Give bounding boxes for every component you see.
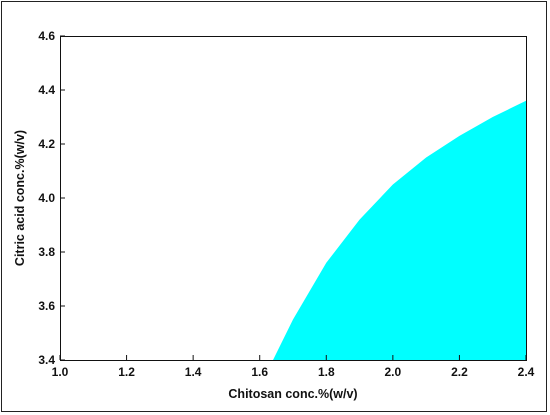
- plot-area: [273, 100, 526, 360]
- x-axis-title: Chitosan conc.%(w/v): [228, 387, 357, 401]
- x-tick-label: 2.0: [385, 365, 402, 379]
- x-axis: 1.0 1.2 1.4 1.6 1.8 2.0 2.2 2.4: [52, 355, 535, 379]
- x-tick-label: 1.6: [251, 365, 268, 379]
- x-tick-label: 2.4: [518, 365, 535, 379]
- y-tick-label: 4.4: [38, 83, 55, 97]
- y-axis: 3.4 3.6 3.8 4.0 4.2 4.4 4.6: [38, 29, 65, 367]
- y-tick-label: 3.6: [38, 299, 55, 313]
- y-tick-label: 3.8: [38, 245, 55, 259]
- y-tick-label: 4.6: [38, 29, 55, 43]
- y-tick-label: 4.2: [38, 137, 55, 151]
- x-tick-label: 1.8: [318, 365, 335, 379]
- x-tick-label: 2.2: [451, 365, 468, 379]
- x-tick-label: 1.0: [52, 365, 69, 379]
- x-tick-label: 1.2: [118, 365, 135, 379]
- y-axis-title: Citric acid conc.%(w/v): [13, 130, 27, 266]
- filled-region-0: [273, 100, 526, 360]
- x-tick-label: 1.4: [185, 365, 202, 379]
- y-tick-label: 3.4: [38, 353, 55, 367]
- y-tick-label: 4.0: [38, 191, 55, 205]
